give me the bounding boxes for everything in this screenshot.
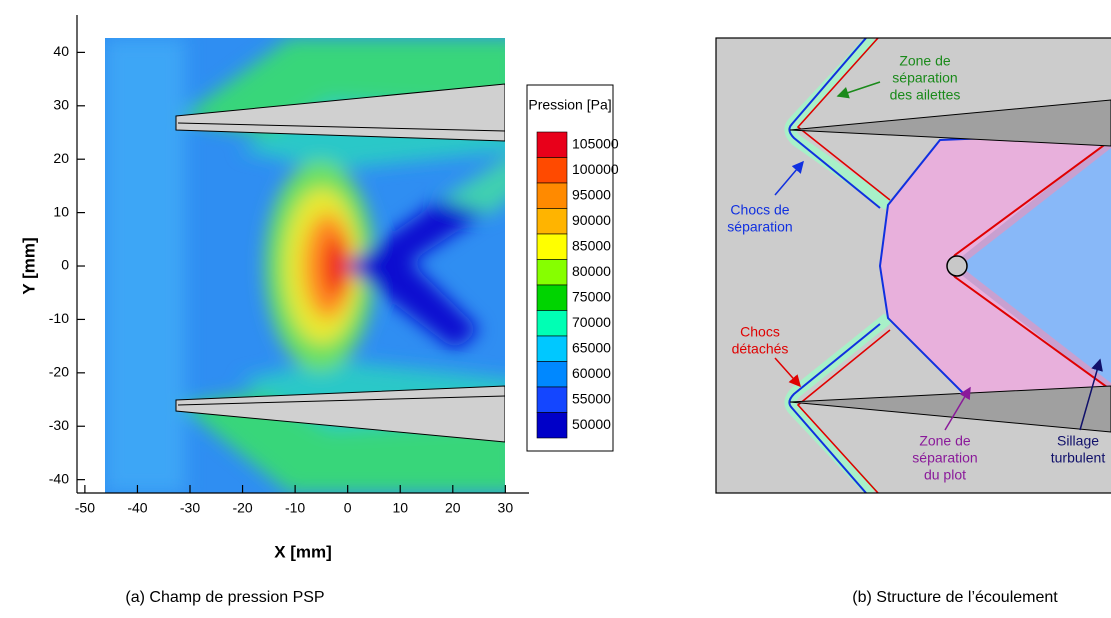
colorbar-swatch <box>536 208 568 235</box>
y-tick-label: -40 <box>49 470 69 486</box>
x-tick-label: -50 <box>75 500 95 516</box>
label-line: Zone de <box>919 433 971 449</box>
colorbar-swatch <box>536 259 568 286</box>
label-line: Chocs de <box>730 202 789 218</box>
colorbar-title: Pression [Pa] <box>528 97 611 113</box>
label-line: Chocs <box>740 324 780 340</box>
x-tick-label: -20 <box>232 500 252 516</box>
colorbar-swatch <box>536 182 568 209</box>
x-tick-label: 30 <box>498 500 514 516</box>
colorbar-swatch <box>536 157 568 184</box>
label-line: séparation <box>892 70 957 86</box>
y-tick-label: 40 <box>53 43 69 59</box>
label-line: Zone de <box>899 53 951 69</box>
y-tick-label: -20 <box>49 364 69 380</box>
colorbar-label: 95000 <box>572 186 611 202</box>
colorbar-label: 65000 <box>572 339 611 355</box>
colorbar-label: 100000 <box>572 161 619 177</box>
y-tick-label: 10 <box>53 203 69 219</box>
colorbar-label: 60000 <box>572 365 611 381</box>
x-tick-label: -10 <box>285 500 305 516</box>
y-tick-label: 30 <box>53 96 69 112</box>
colorbar-label: 70000 <box>572 314 611 330</box>
colorbar-label: 90000 <box>572 212 611 228</box>
colorbar-label: 85000 <box>572 237 611 253</box>
label-line: séparation <box>912 450 977 466</box>
diagram-frame <box>715 37 1111 494</box>
colorbar-swatch <box>536 335 568 362</box>
label-line: du plot <box>924 467 966 483</box>
colorbar-label: 50000 <box>572 416 611 432</box>
colorbar-swatch <box>536 412 568 439</box>
colorbar: 105000 100000 95000 90000 85000 80000 75000 700… <box>536 131 619 439</box>
colorbar-swatch <box>536 386 568 413</box>
y-tick-label: -10 <box>49 310 69 326</box>
colorbar-label: 105000 <box>572 135 619 151</box>
pressure-field <box>105 38 505 493</box>
flow-diagram <box>716 38 1111 493</box>
y-tick-label: 20 <box>53 150 69 166</box>
colorbar-swatch <box>536 361 568 388</box>
label-line: Sillage <box>1057 433 1099 449</box>
caption: (b) Structure de l’écoulement <box>852 589 1058 606</box>
axes: -50 -40 -30 -20 -10 0 10 20 30 -40 -30 -20 -10 0 10 20 3… <box>49 15 529 516</box>
colorbar-label: 80000 <box>572 263 611 279</box>
label-line: des ailettes <box>890 87 961 103</box>
colorbar-swatch <box>536 131 568 158</box>
x-tick-label: -30 <box>180 500 200 516</box>
x-tick-label: 0 <box>344 500 352 516</box>
y-axis-label: Y [mm] <box>19 237 38 294</box>
x-tick-label: -40 <box>127 500 147 516</box>
y-tick-label: -30 <box>49 417 69 433</box>
colorbar-label: 55000 <box>572 390 611 406</box>
colorbar-swatch <box>536 310 568 337</box>
colorbar-swatch <box>536 284 568 311</box>
x-tick-label: 20 <box>445 500 461 516</box>
colorbar-label: 75000 <box>572 288 611 304</box>
y-tick-label: 0 <box>61 257 69 273</box>
x-tick-label: 10 <box>392 500 408 516</box>
label-line: séparation <box>727 219 792 235</box>
colorbar-swatch <box>536 233 568 260</box>
label-line: détachés <box>732 341 789 357</box>
label-line: turbulent <box>1051 450 1106 466</box>
x-axis-label: X [mm] <box>274 542 332 561</box>
caption: (a) Champ de pression PSP <box>125 589 324 606</box>
